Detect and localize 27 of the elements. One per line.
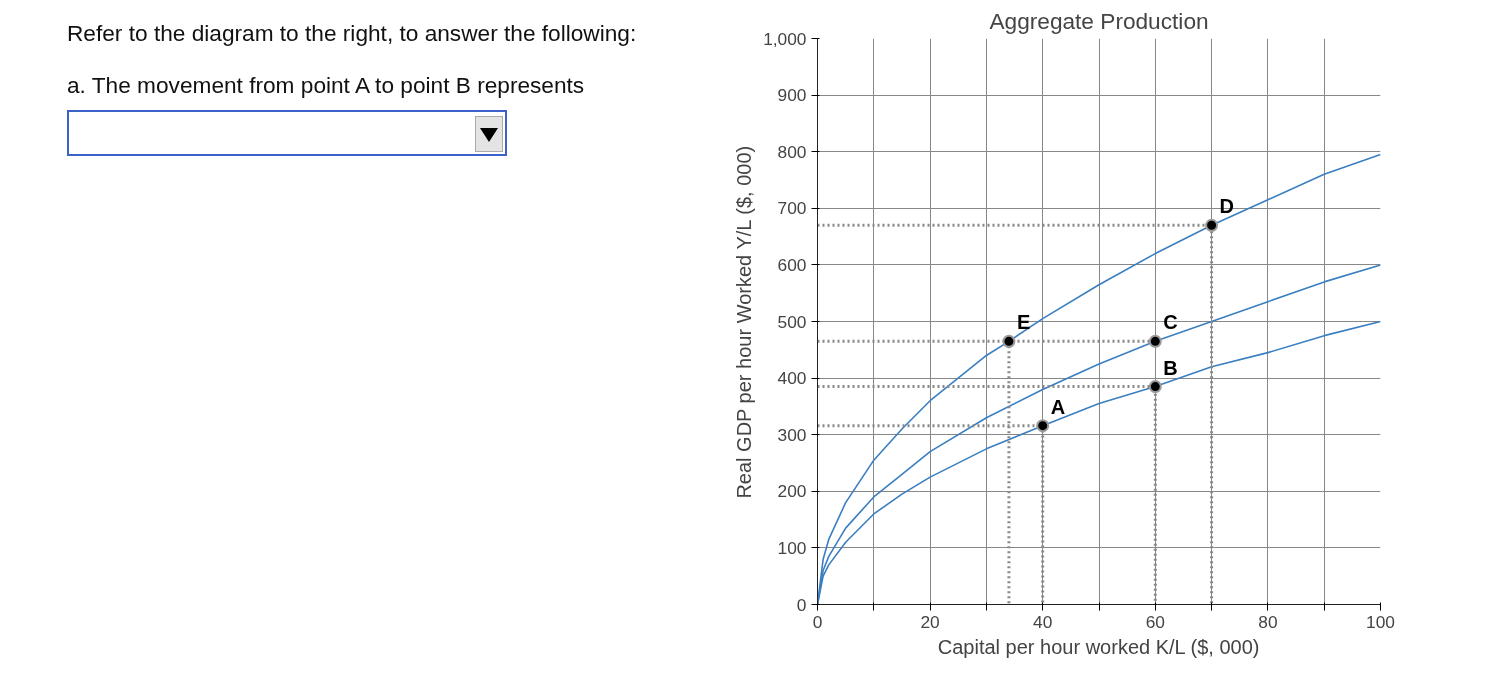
x-tick-label: 80: [1258, 611, 1278, 632]
text: Refer to the diagram to the right, to answer the following:: [67, 19, 637, 48]
y-tick-label: 1,000: [763, 28, 807, 49]
annotation: E: [1016, 311, 1031, 334]
y-tick-label: 900: [777, 85, 807, 106]
x-tick-label: 20: [920, 611, 940, 632]
x-tick-label: 0: [812, 611, 823, 632]
y-tick-label: 100: [777, 537, 807, 558]
y-axis-title: Real GDP per hour Worked Y/L ($, 000): [733, 145, 756, 499]
y-tick-label: 800: [777, 141, 807, 162]
y-tick-label: 700: [777, 198, 807, 219]
chart-title: Aggregate Production: [989, 7, 1209, 34]
annotation: A: [1050, 395, 1066, 418]
y-tick-label: 500: [777, 311, 807, 332]
x-tick-label: 60: [1145, 611, 1165, 632]
y-tick-label: 600: [777, 254, 807, 275]
annotation: D: [1219, 195, 1235, 218]
x-tick-label: 40: [1033, 611, 1053, 632]
x-axis-title: Capital per hour worked K/L ($, 000): [937, 635, 1260, 658]
y-tick-label: 0: [796, 594, 807, 615]
annotation: B: [1163, 356, 1178, 379]
y-tick-label: 300: [777, 424, 807, 445]
text: a. The movement from point A to point B represents: [67, 71, 586, 101]
x-tick-label: 100: [1366, 611, 1395, 632]
annotation: C: [1163, 311, 1178, 334]
y-tick-label: 200: [777, 481, 807, 502]
y-tick-label: 400: [777, 368, 807, 389]
